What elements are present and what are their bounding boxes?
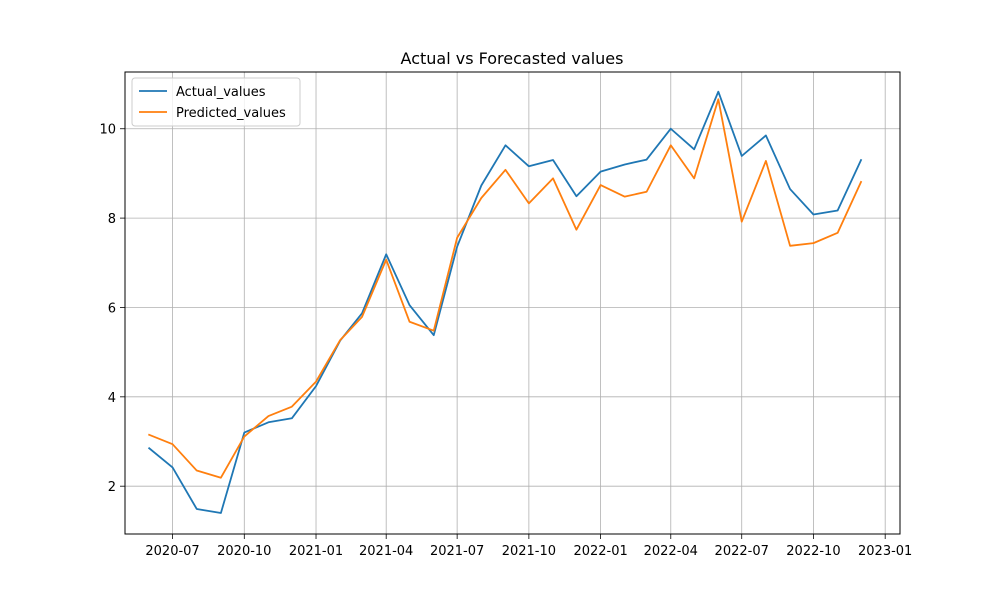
y-tick-label: 10 <box>99 123 116 138</box>
x-tick-label: 2022-07 <box>715 544 769 559</box>
legend: Actual_values Predicted_values <box>131 77 301 127</box>
x-tick-label: 2023-01 <box>858 544 912 559</box>
series-line-predicted-values <box>147 98 863 479</box>
plot-frame <box>124 71 901 535</box>
x-tick-label: 2022-04 <box>644 544 698 559</box>
grid <box>125 72 900 534</box>
x-axis: 2020-07 2020-10 2021-01 2021-04 2021-07 2021-… <box>145 534 912 559</box>
x-tick-label: 2021-04 <box>359 544 413 559</box>
x-tick-label: 2021-10 <box>502 544 556 559</box>
x-tick-label: 2021-01 <box>289 544 343 559</box>
y-tick-label: 6 <box>108 301 116 316</box>
series-line-actual-values <box>147 90 863 514</box>
y-tick-label: 8 <box>108 212 116 227</box>
legend-label-actual: Actual_values <box>176 85 266 100</box>
x-tick-label: 2022-01 <box>573 544 627 559</box>
x-tick-label: 2021-07 <box>430 544 484 559</box>
legend-box <box>131 77 301 127</box>
legend-label-predicted: Predicted_values <box>176 106 286 121</box>
y-tick-label: 4 <box>108 391 116 406</box>
y-tick-label: 2 <box>108 480 116 495</box>
x-tick-label: 2020-07 <box>145 544 199 559</box>
y-axis: 2 4 6 8 10 <box>99 123 125 495</box>
x-tick-label: 2022-10 <box>786 544 840 559</box>
series-lines <box>147 90 863 514</box>
x-tick-label: 2020-10 <box>217 544 271 559</box>
chart-title: Actual vs Forecasted values <box>401 49 624 68</box>
